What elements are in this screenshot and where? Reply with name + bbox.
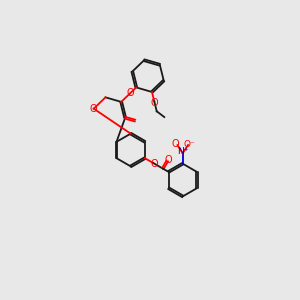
Text: O: O — [151, 98, 158, 108]
Text: O: O — [90, 104, 98, 114]
Text: O: O — [126, 88, 134, 98]
Text: O⁻: O⁻ — [184, 140, 196, 149]
Text: O: O — [172, 140, 179, 149]
Text: N⁺: N⁺ — [177, 147, 188, 156]
Text: O: O — [164, 155, 172, 165]
Text: O: O — [150, 158, 158, 169]
